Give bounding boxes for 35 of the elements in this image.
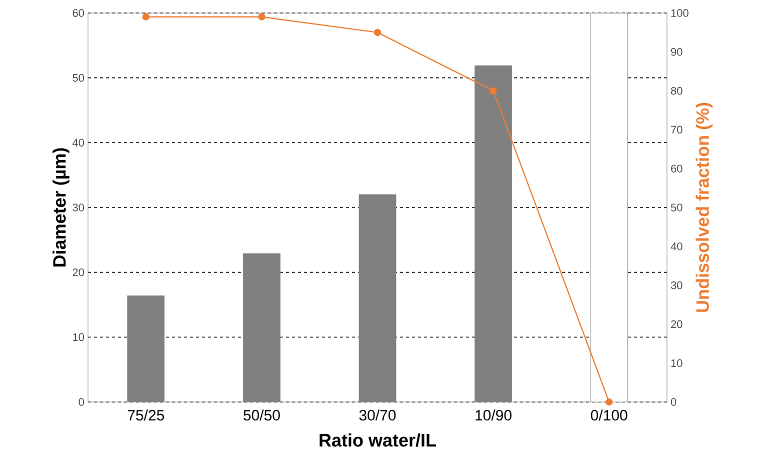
y-tick-label: 0	[78, 398, 84, 406]
y2-tick-label: 100	[671, 9, 688, 17]
point	[258, 13, 266, 20]
x-tick-label: 30/70	[359, 410, 396, 421]
y-tick-label: 10	[73, 333, 84, 342]
y2-tick-label: 40	[670, 242, 682, 250]
x-axis-title: Ratio water/IL	[320, 433, 436, 447]
x-tick-label: 50/50	[244, 410, 280, 421]
x-tick-label: 0/100	[590, 410, 628, 421]
y2-tick-label: 90	[671, 48, 682, 56]
point	[605, 398, 613, 406]
y2-axis-title: Undissolved fraction (%)	[696, 102, 713, 312]
y-tick-label: 30	[72, 204, 84, 212]
x-tick-label: 75/25	[128, 410, 164, 421]
point	[142, 13, 150, 20]
y2-tick-label: 50	[670, 204, 682, 212]
y2-tick-label: 60	[671, 164, 682, 172]
bar	[590, 12, 628, 402]
y-tick-label: 60	[72, 9, 84, 17]
y-tick-label: 20	[72, 268, 84, 276]
bar	[358, 194, 396, 402]
y2-tick-label: 10	[671, 359, 682, 367]
y-axis-title: Diameter (µm)	[52, 148, 70, 266]
bar	[127, 295, 165, 402]
y2-tick-label: 70	[671, 126, 682, 134]
y2-tick-label: 20	[671, 320, 682, 328]
y-tick-label: 50	[72, 74, 84, 82]
y-tick-label: 40	[72, 138, 84, 147]
y2-tick-label: 0	[670, 398, 676, 406]
point	[374, 28, 382, 36]
bar	[243, 253, 280, 402]
y2-tick-label: 80	[671, 86, 682, 95]
y2-tick-label: 30	[670, 281, 682, 290]
x-tick-label: 10/90	[476, 410, 512, 421]
point	[490, 87, 497, 94]
